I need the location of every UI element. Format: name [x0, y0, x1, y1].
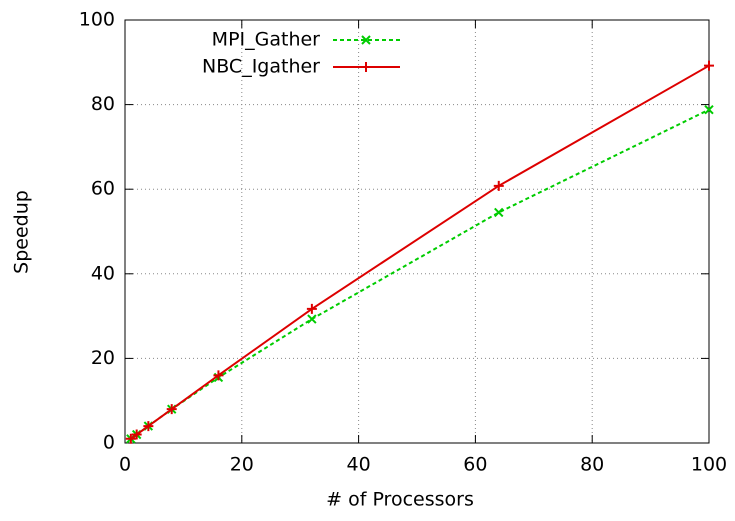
- y-tick-label: 0: [103, 432, 115, 454]
- marker: [213, 370, 224, 381]
- y-tick-label: 100: [79, 9, 115, 31]
- y-axis-label: Speedup: [11, 190, 33, 274]
- y-tick-label: 20: [91, 347, 115, 369]
- marker: [125, 433, 136, 444]
- marker: [143, 421, 154, 432]
- x-tick-label: 100: [691, 454, 727, 476]
- marker: [166, 404, 177, 415]
- x-tick-label: 40: [347, 454, 371, 476]
- y-tick-label: 80: [91, 93, 115, 115]
- x-tick-label: 60: [463, 454, 487, 476]
- x-tick-label: 20: [230, 454, 254, 476]
- x-tick-label: 0: [119, 454, 131, 476]
- y-tick-label: 60: [91, 178, 115, 200]
- marker: [494, 207, 504, 218]
- marker: [704, 104, 714, 115]
- legend-label: MPI_Gather: [212, 29, 321, 51]
- legend-marker: [361, 62, 371, 72]
- series-line: [130, 64, 710, 440]
- legend-label: NBC_Igather: [202, 56, 320, 78]
- y-tick-label: 40: [91, 262, 115, 284]
- x-axis-label: # of Processors: [326, 489, 474, 511]
- legend-marker: [361, 35, 371, 45]
- marker: [306, 303, 317, 314]
- marker: [307, 314, 317, 324]
- marker: [131, 429, 142, 440]
- marker: [493, 180, 504, 191]
- marker: [704, 60, 714, 71]
- x-tick-label: 80: [580, 454, 604, 476]
- plot-frame: [124, 19, 710, 444]
